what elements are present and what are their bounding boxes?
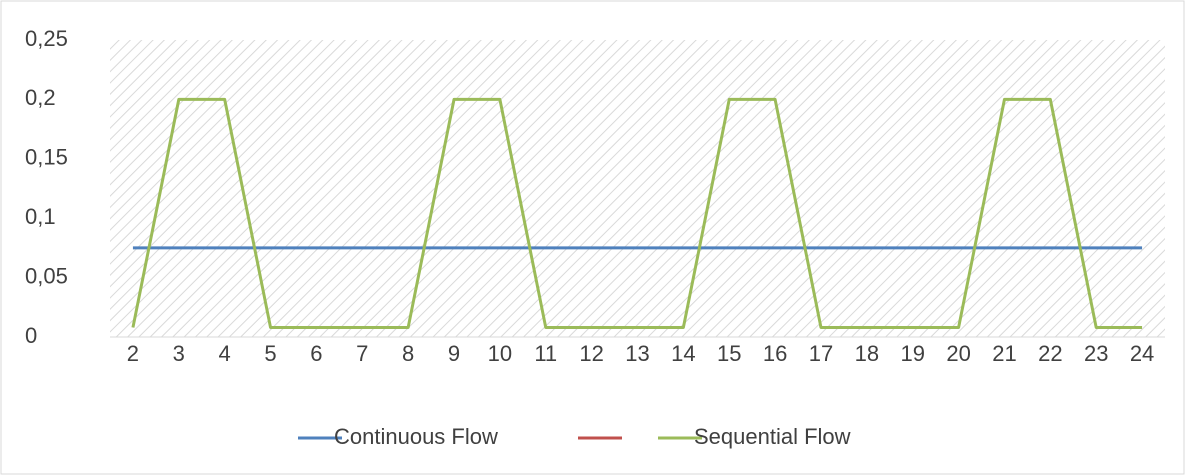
x-tick-label: 9: [448, 341, 460, 366]
y-tick-label: 0,15: [25, 145, 68, 170]
x-tick-label: 20: [946, 341, 970, 366]
y-tick-label: 0,1: [25, 204, 56, 229]
x-tick-label: 23: [1084, 341, 1108, 366]
x-tick-label: 13: [625, 341, 649, 366]
x-tick-label: 18: [855, 341, 879, 366]
y-tick-label: 0: [25, 323, 37, 348]
plot-area: [110, 40, 1165, 337]
x-tick-label: 24: [1130, 341, 1154, 366]
x-tick-label: 14: [671, 341, 695, 366]
x-tick-label: 7: [356, 341, 368, 366]
x-tick-label: 17: [809, 341, 833, 366]
x-tick-label: 15: [717, 341, 741, 366]
x-tick-label: 11: [534, 341, 557, 366]
x-tick-label: 3: [173, 341, 185, 366]
x-tick-label: 5: [264, 341, 276, 366]
legend-label: Continuous Flow: [334, 424, 498, 449]
legend-label: Sequential Flow: [694, 424, 851, 449]
x-tick-label: 2: [127, 341, 139, 366]
x-tick-label: 8: [402, 341, 414, 366]
x-tick-label: 16: [763, 341, 787, 366]
series-line: [131, 97, 1143, 329]
y-tick-label: 0,25: [25, 26, 68, 51]
x-tick-label: 6: [310, 341, 322, 366]
x-tick-label: 12: [579, 341, 603, 366]
x-tick-label: 22: [1038, 341, 1062, 366]
x-tick-label: 19: [900, 341, 924, 366]
y-tick-label: 0,05: [25, 263, 68, 288]
x-tick-label: 21: [992, 341, 1016, 366]
x-tick-label: 4: [219, 341, 231, 366]
x-tick-label: 10: [488, 341, 512, 366]
y-tick-label: 0,2: [25, 85, 56, 110]
